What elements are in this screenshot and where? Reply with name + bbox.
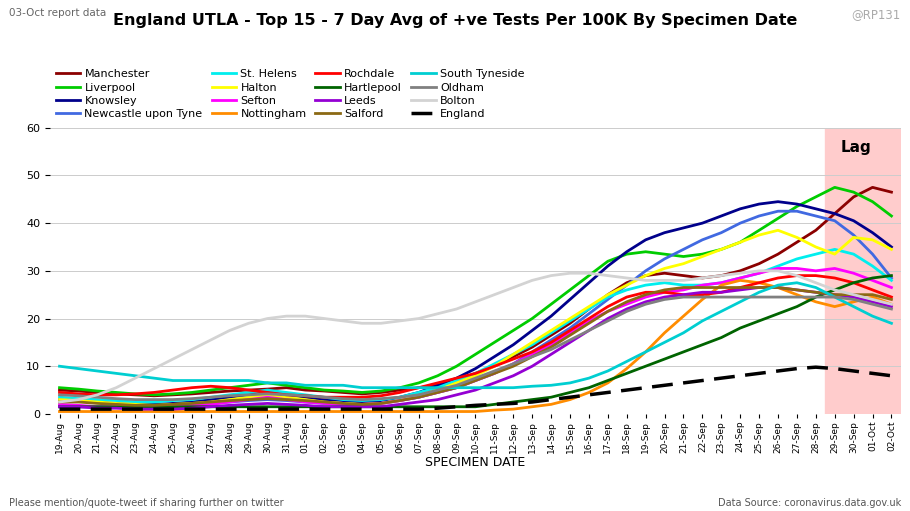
Text: Data Source: coronavirus.data.gov.uk: Data Source: coronavirus.data.gov.uk	[718, 498, 901, 508]
Text: England UTLA - Top 15 - 7 Day Avg of +ve Tests Per 100K By Specimen Date: England UTLA - Top 15 - 7 Day Avg of +ve…	[113, 13, 797, 28]
Text: Please mention/quote-tweet if sharing further on twitter: Please mention/quote-tweet if sharing fu…	[9, 498, 284, 508]
Bar	[825, 128, 901, 414]
Legend: Manchester, Liverpool, Knowsley, Newcastle upon Tyne, St. Helens, Halton, Sefton: Manchester, Liverpool, Knowsley, Newcast…	[56, 69, 524, 120]
X-axis label: SPECIMEN DATE: SPECIMEN DATE	[425, 456, 526, 469]
Text: Lag: Lag	[841, 140, 871, 155]
Text: 03-Oct report data: 03-Oct report data	[9, 8, 106, 18]
Text: @RP131: @RP131	[852, 8, 901, 20]
